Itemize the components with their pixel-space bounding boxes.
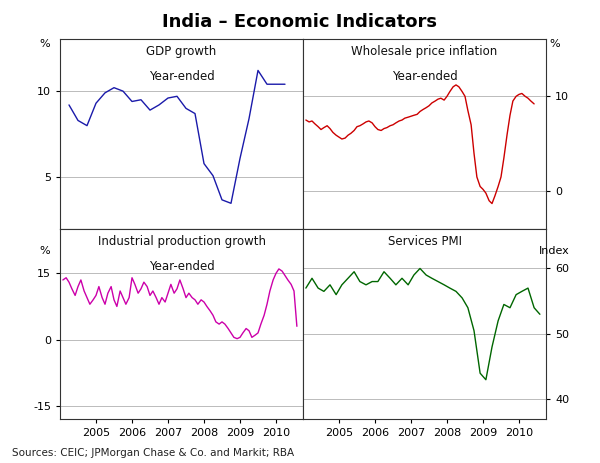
Text: GDP growth: GDP growth (146, 45, 217, 58)
Text: %: % (40, 39, 50, 50)
Text: India – Economic Indicators: India – Economic Indicators (163, 13, 437, 31)
Text: Year-ended: Year-ended (149, 260, 214, 273)
Text: %: % (40, 246, 50, 257)
Text: Wholesale price inflation: Wholesale price inflation (352, 45, 497, 58)
Text: Index: Index (539, 246, 570, 257)
Text: Industrial production growth: Industrial production growth (97, 235, 265, 248)
Text: Sources: CEIC; JPMorgan Chase & Co. and Markit; RBA: Sources: CEIC; JPMorgan Chase & Co. and … (12, 448, 294, 458)
Text: Year-ended: Year-ended (149, 70, 214, 83)
Text: Services PMI: Services PMI (388, 235, 461, 248)
Text: Year-ended: Year-ended (392, 70, 457, 83)
Text: %: % (549, 39, 560, 50)
